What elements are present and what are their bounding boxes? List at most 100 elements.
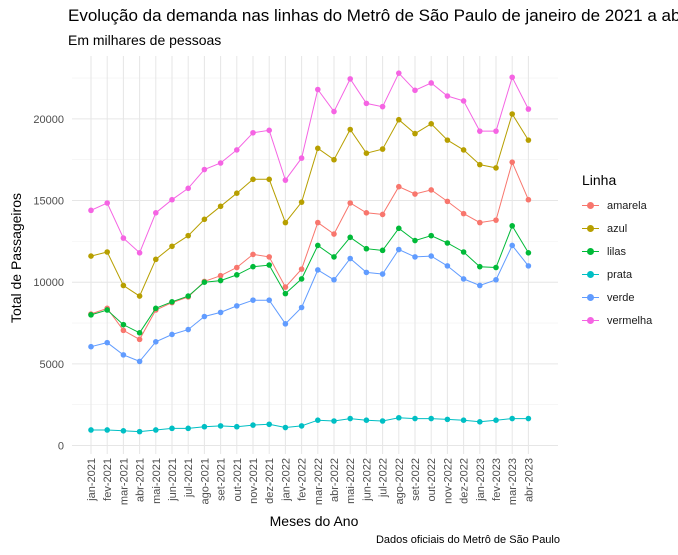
- series-azul: [88, 111, 532, 299]
- data-point-azul: [88, 253, 94, 259]
- data-point-verde: [379, 271, 386, 277]
- x-tick-label: mar-2023: [507, 458, 519, 505]
- data-point-vermelha: [315, 86, 321, 93]
- data-point-prata: [444, 416, 451, 423]
- data-point-verde: [493, 276, 499, 283]
- data-point-azul: [428, 120, 435, 127]
- data-point-amarela: [217, 272, 224, 279]
- x-tick-label: out-2021: [232, 458, 244, 501]
- legend-label: vermelha: [607, 314, 653, 327]
- data-point-verde: [201, 313, 208, 320]
- data-point-azul: [266, 176, 273, 183]
- data-point-prata: [136, 428, 143, 435]
- data-point-azul: [136, 293, 143, 299]
- data-point-amarela: [298, 266, 305, 272]
- data-point-lilas: [460, 249, 467, 255]
- series-prata: [88, 414, 532, 435]
- data-point-vermelha: [428, 80, 435, 86]
- data-point-verde: [298, 304, 305, 311]
- data-point-azul: [331, 156, 337, 163]
- data-point-prata: [331, 418, 337, 424]
- data-point-amarela: [266, 254, 273, 260]
- data-point-amarela: [347, 200, 354, 206]
- data-point-vermelha: [201, 166, 208, 173]
- data-point-lilas: [363, 245, 370, 252]
- data-point-azul: [234, 190, 240, 197]
- data-point-vermelha: [379, 103, 386, 110]
- data-point-lilas: [428, 232, 435, 239]
- legend-key-amarela: [582, 197, 599, 214]
- data-point-lilas: [315, 242, 321, 249]
- data-point-vermelha: [217, 160, 224, 166]
- data-point-azul: [104, 249, 110, 255]
- legend-item-azul: azul: [582, 217, 652, 240]
- data-point-lilas: [201, 279, 208, 286]
- data-point-amarela: [331, 231, 337, 237]
- x-tick-label: abr-2023: [523, 458, 535, 502]
- data-point-azul: [282, 219, 289, 226]
- data-point-azul: [153, 256, 159, 263]
- legend-key-lilas: [582, 243, 599, 260]
- data-point-lilas: [509, 223, 515, 229]
- data-point-azul: [379, 146, 386, 152]
- data-point-prata: [185, 425, 191, 432]
- data-point-verde: [509, 242, 515, 249]
- data-point-prata: [509, 415, 515, 422]
- data-point-lilas: [525, 250, 532, 256]
- data-point-vermelha: [525, 106, 532, 112]
- data-point-amarela: [315, 219, 321, 226]
- data-point-verde: [250, 297, 256, 303]
- data-point-lilas: [153, 305, 159, 312]
- x-tick-label: set-2021: [216, 458, 228, 501]
- series-amarela: [88, 159, 532, 343]
- series-line-verde: [90, 244, 529, 363]
- data-point-azul: [347, 126, 354, 133]
- data-point-vermelha: [185, 185, 191, 192]
- data-point-vermelha: [250, 129, 256, 136]
- data-point-verde: [136, 358, 143, 365]
- data-point-vermelha: [136, 250, 143, 256]
- data-point-lilas: [396, 225, 402, 232]
- data-point-lilas: [282, 290, 289, 297]
- data-point-vermelha: [444, 93, 451, 99]
- data-point-lilas: [234, 272, 240, 278]
- data-point-vermelha: [169, 196, 175, 203]
- data-point-verde: [104, 339, 110, 346]
- x-tick-label: jan-2023: [475, 458, 487, 502]
- data-point-azul: [412, 130, 418, 137]
- data-point-verde: [412, 254, 418, 260]
- data-point-azul: [363, 150, 370, 156]
- data-point-prata: [201, 423, 208, 430]
- data-point-lilas: [477, 263, 483, 270]
- data-point-verde: [282, 321, 289, 327]
- chart-subtitle: Em milhares de pessoas: [68, 32, 222, 48]
- y-axis-ticks: 0 5000 10000 15000 20000: [33, 114, 64, 453]
- data-point-amarela: [379, 211, 386, 218]
- legend-item-prata: prata: [582, 263, 652, 286]
- series-line-vermelha: [90, 72, 529, 254]
- data-point-azul: [396, 116, 402, 123]
- y-tick-label: 5000: [40, 359, 64, 371]
- data-point-prata: [169, 425, 175, 432]
- data-point-verde: [428, 253, 435, 259]
- data-point-vermelha: [120, 235, 127, 241]
- x-tick-label: nov-2022: [442, 458, 454, 504]
- x-tick-label: mai-2022: [345, 458, 357, 504]
- chart-title: Evolução da demanda nas linhas do Metrô …: [68, 6, 678, 25]
- data-point-lilas: [104, 307, 110, 313]
- data-point-verde: [266, 297, 273, 303]
- data-point-verde: [185, 326, 191, 333]
- data-point-azul: [250, 176, 256, 183]
- data-point-prata: [412, 415, 418, 422]
- data-point-amarela: [363, 209, 370, 216]
- data-point-vermelha: [493, 128, 499, 134]
- data-point-verde: [525, 263, 532, 269]
- data-point-azul: [169, 243, 175, 250]
- data-point-lilas: [331, 254, 337, 260]
- data-point-vermelha: [298, 155, 305, 161]
- data-point-azul: [509, 111, 515, 117]
- data-point-prata: [104, 427, 110, 433]
- data-point-verde: [331, 276, 337, 283]
- data-point-prata: [396, 414, 402, 421]
- data-point-prata: [477, 419, 483, 425]
